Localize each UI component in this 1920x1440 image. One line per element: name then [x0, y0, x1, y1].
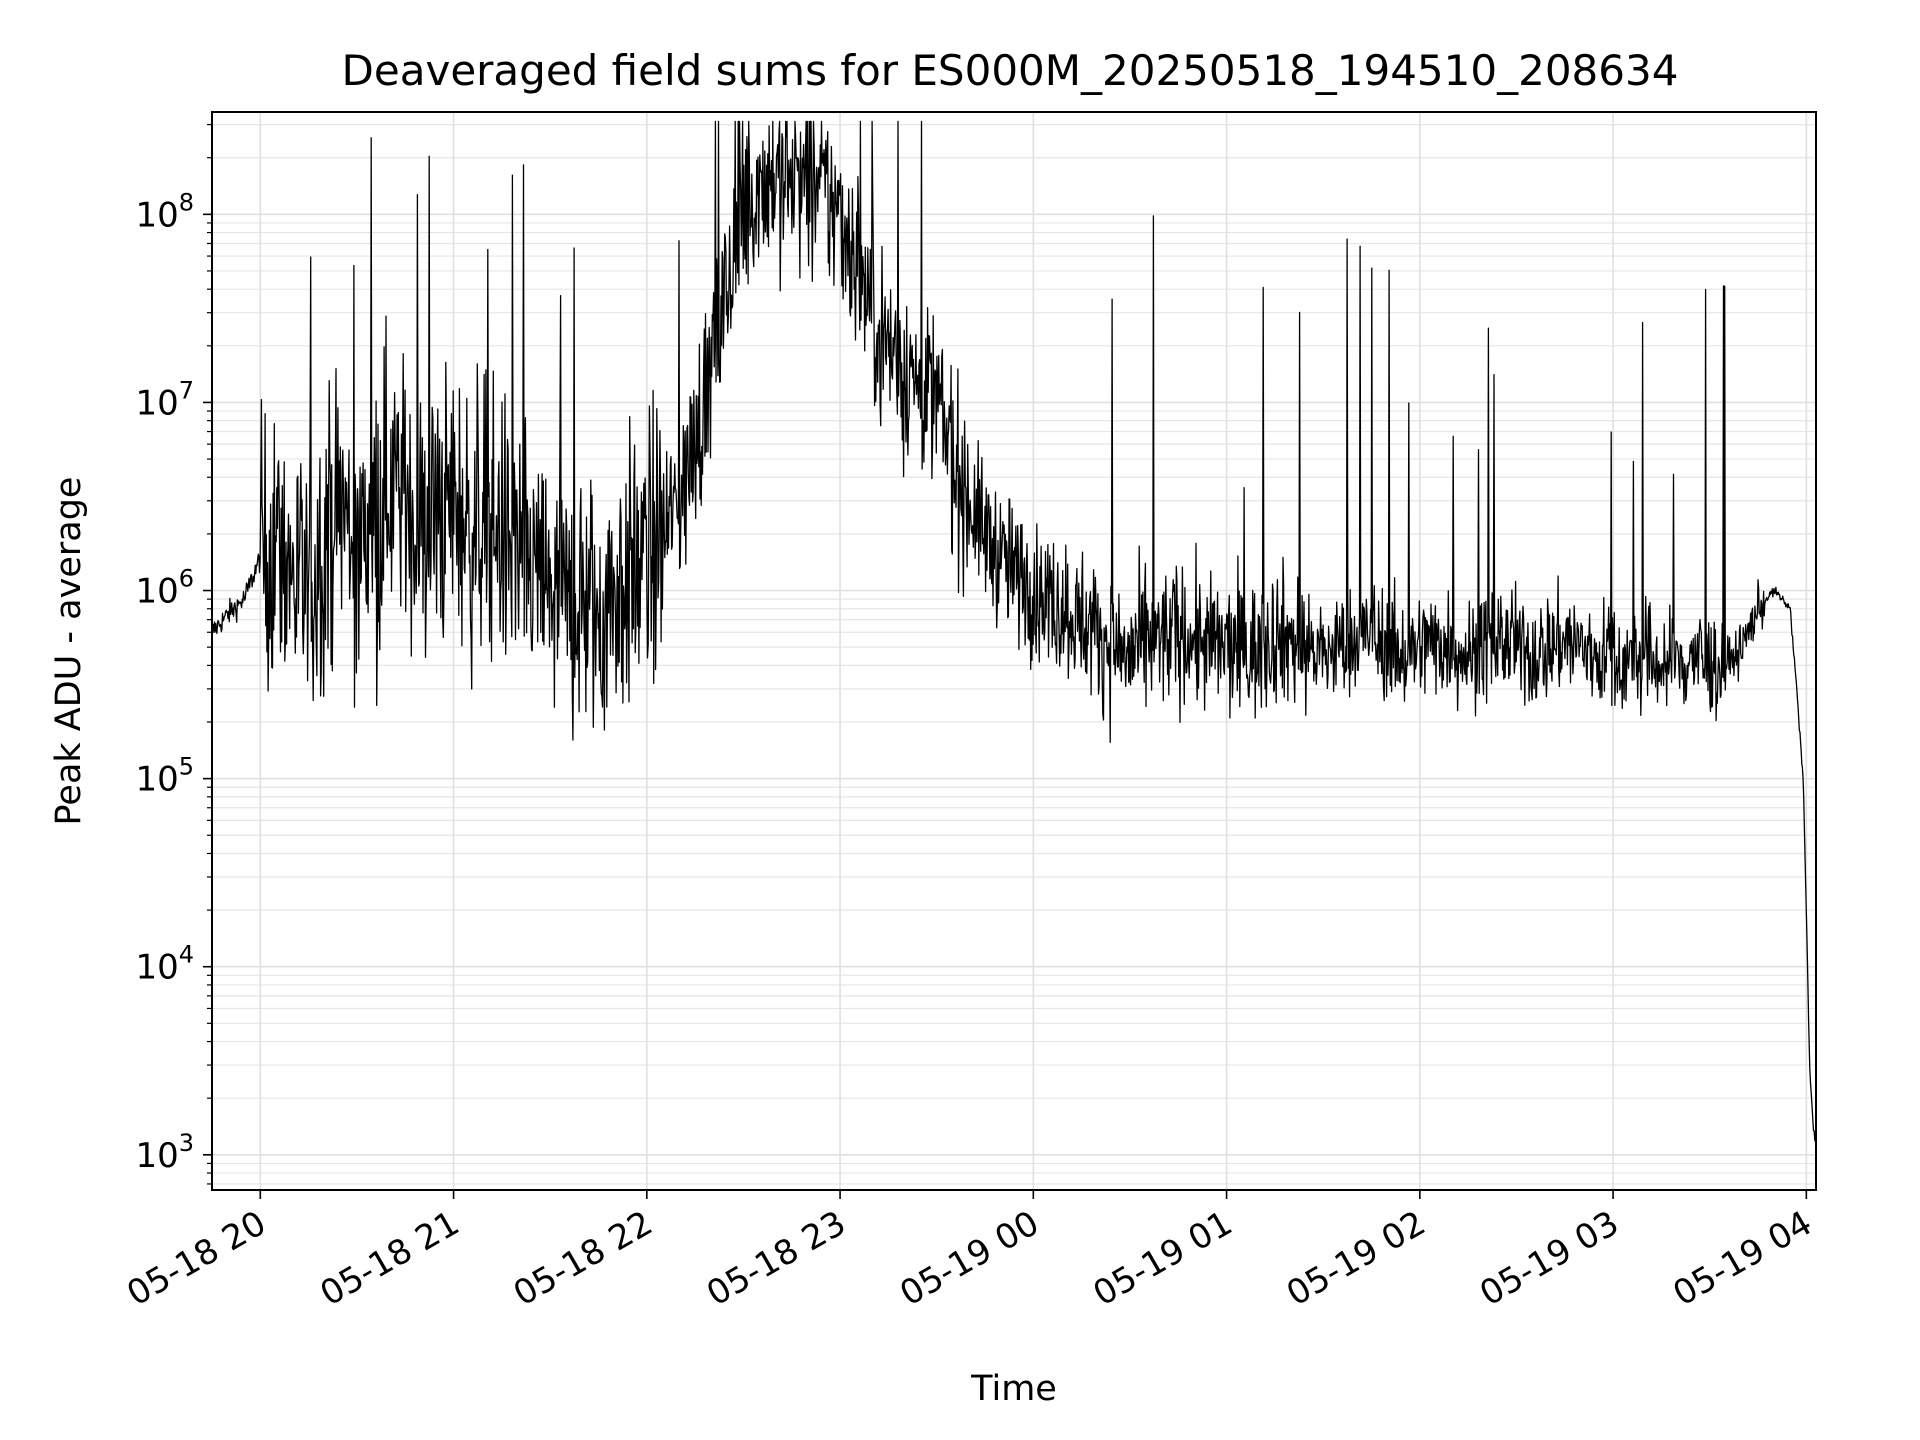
y-tick-label: 103 — [135, 1129, 194, 1176]
y-tick-label: 107 — [135, 376, 194, 423]
y-axis-label: Peak ADU - average — [49, 477, 89, 826]
y-tick-label: 105 — [135, 753, 194, 800]
data-layer — [211, 120, 1817, 1146]
y-tick-label: 108 — [135, 188, 194, 235]
y-tick-label: 106 — [135, 565, 194, 612]
y-axis-ticks: 103 104 105 106 107 108 — [135, 123, 212, 1185]
chart-title: Deaveraged field sums for ES000M_2025051… — [342, 46, 1679, 95]
plot-frame — [211, 111, 1817, 1191]
y-tick-label: 104 — [135, 941, 194, 988]
x-axis-label: Time — [970, 1369, 1057, 1409]
series-line — [211, 120, 1817, 1146]
